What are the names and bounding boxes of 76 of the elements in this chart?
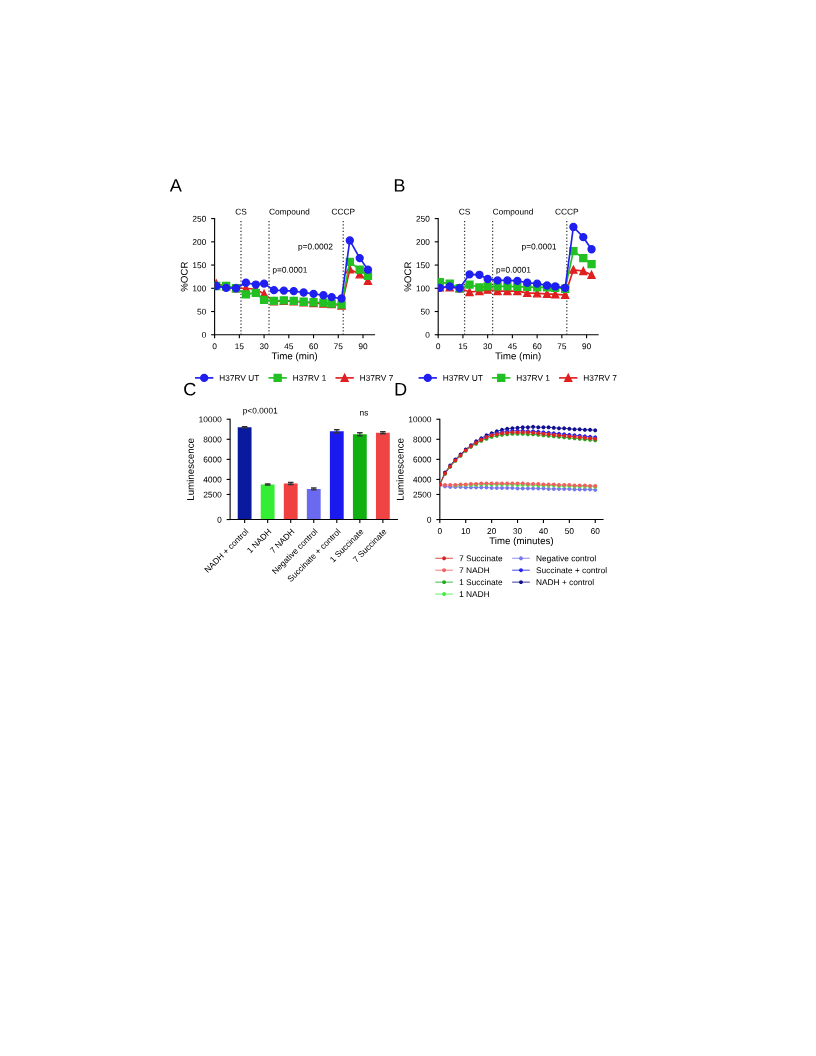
- chart-title: A: [169, 179, 182, 192]
- y-tick-label: 10000: [408, 416, 432, 423]
- x-tick-label: 60: [309, 343, 318, 350]
- y-tick-label: 50: [420, 308, 430, 315]
- legend-label: H37RV 7: [583, 375, 617, 381]
- annotation: p=0.0001: [272, 266, 307, 275]
- legend-label: H37RV 1: [516, 375, 550, 381]
- chart-title: D: [395, 383, 407, 396]
- y-tick-label: 250: [416, 215, 430, 222]
- y-tick-label: 200: [192, 239, 206, 245]
- legend-label: 1 Succinate: [459, 579, 503, 586]
- annotation: p=0.0001: [522, 243, 557, 252]
- y-tick-label: 0: [201, 331, 206, 338]
- text: p<0.0001: [243, 407, 278, 416]
- y-tick-label: 6000: [203, 456, 222, 463]
- y-tick-label: 100: [416, 285, 430, 292]
- legend-label: H37RV UT: [219, 375, 260, 381]
- x-tick-label: 60: [532, 343, 542, 350]
- x-tick-label: 45: [507, 343, 517, 350]
- y-tick-label: 100: [193, 285, 206, 292]
- y-tick-label: 8000: [413, 436, 432, 443]
- ref-line-label: Compound: [269, 208, 310, 217]
- annotation: p=0.0001: [496, 266, 531, 275]
- y-tick-label: 0: [425, 331, 430, 338]
- legend-label: NADH + control: [536, 579, 594, 586]
- x-tick-label: 15: [235, 343, 244, 350]
- legend-label: H37RV 7: [360, 375, 393, 381]
- x-tick-label: 40: [539, 528, 548, 535]
- y-axis-title: %OCR: [180, 262, 188, 292]
- x-tick-label: 0: [436, 343, 441, 350]
- y-tick-label: 4000: [203, 476, 222, 483]
- x-tick-label: 90: [582, 343, 591, 350]
- y-tick-label: 200: [416, 239, 430, 245]
- y-tick-label: 0: [217, 516, 222, 523]
- x-tick-label: 0: [437, 528, 442, 535]
- chart-title: C: [184, 382, 196, 396]
- y-tick-label: 10000: [199, 416, 222, 423]
- y-tick-label: 0: [427, 516, 432, 523]
- x-tick-label: 50: [565, 528, 574, 535]
- x-tick-label: 30: [513, 528, 522, 535]
- y-tick-label: 6000: [413, 456, 432, 463]
- ref-line-label: CCCP: [331, 208, 355, 215]
- x-tick-label: 75: [334, 343, 343, 350]
- x-tick-label: 20: [487, 528, 496, 535]
- text: ns: [360, 411, 369, 416]
- x-tick-label: 30: [483, 343, 492, 350]
- y-tick-label: 2500: [203, 491, 222, 498]
- x-axis-title: Time (min): [495, 352, 541, 362]
- x-tick-label: 10: [461, 528, 471, 535]
- y-tick-label: 250: [192, 215, 206, 222]
- annotation: p=0.0002: [298, 243, 333, 252]
- x-tick-label: 90: [358, 343, 368, 350]
- y-tick-label: 2500: [413, 491, 432, 498]
- chart-title: B: [394, 179, 405, 192]
- y-tick-label: 50: [197, 308, 206, 315]
- x-axis-title: Time (min): [271, 352, 318, 362]
- legend-label: H37RV UT: [443, 375, 483, 381]
- y-axis-title: Luminescence: [396, 438, 404, 500]
- x-tick-label: 15: [458, 343, 468, 350]
- x-tick-label: 75: [557, 343, 567, 350]
- x-tick-label: 45: [284, 343, 294, 350]
- y-tick-label: 150: [193, 262, 206, 269]
- y-axis-title: %OCR: [404, 262, 412, 292]
- y-tick-label: 150: [416, 262, 430, 269]
- x-tick-label: 60: [591, 528, 600, 535]
- ref-line-label: CS: [235, 208, 247, 215]
- ref-line-label: CCCP: [555, 208, 579, 215]
- x-axis-title: Time (minutes): [489, 537, 554, 547]
- ref-line-label: Compound: [493, 208, 533, 217]
- y-tick-label: 4000: [413, 476, 432, 483]
- y-tick-label: 8000: [203, 436, 222, 443]
- legend-label: 1 NADH: [459, 591, 489, 597]
- ref-line-label: CS: [459, 208, 470, 215]
- legend-label: H37RV 1: [293, 375, 326, 381]
- x-tick-label: 30: [259, 343, 269, 350]
- y-axis-title: Luminescence: [186, 438, 194, 500]
